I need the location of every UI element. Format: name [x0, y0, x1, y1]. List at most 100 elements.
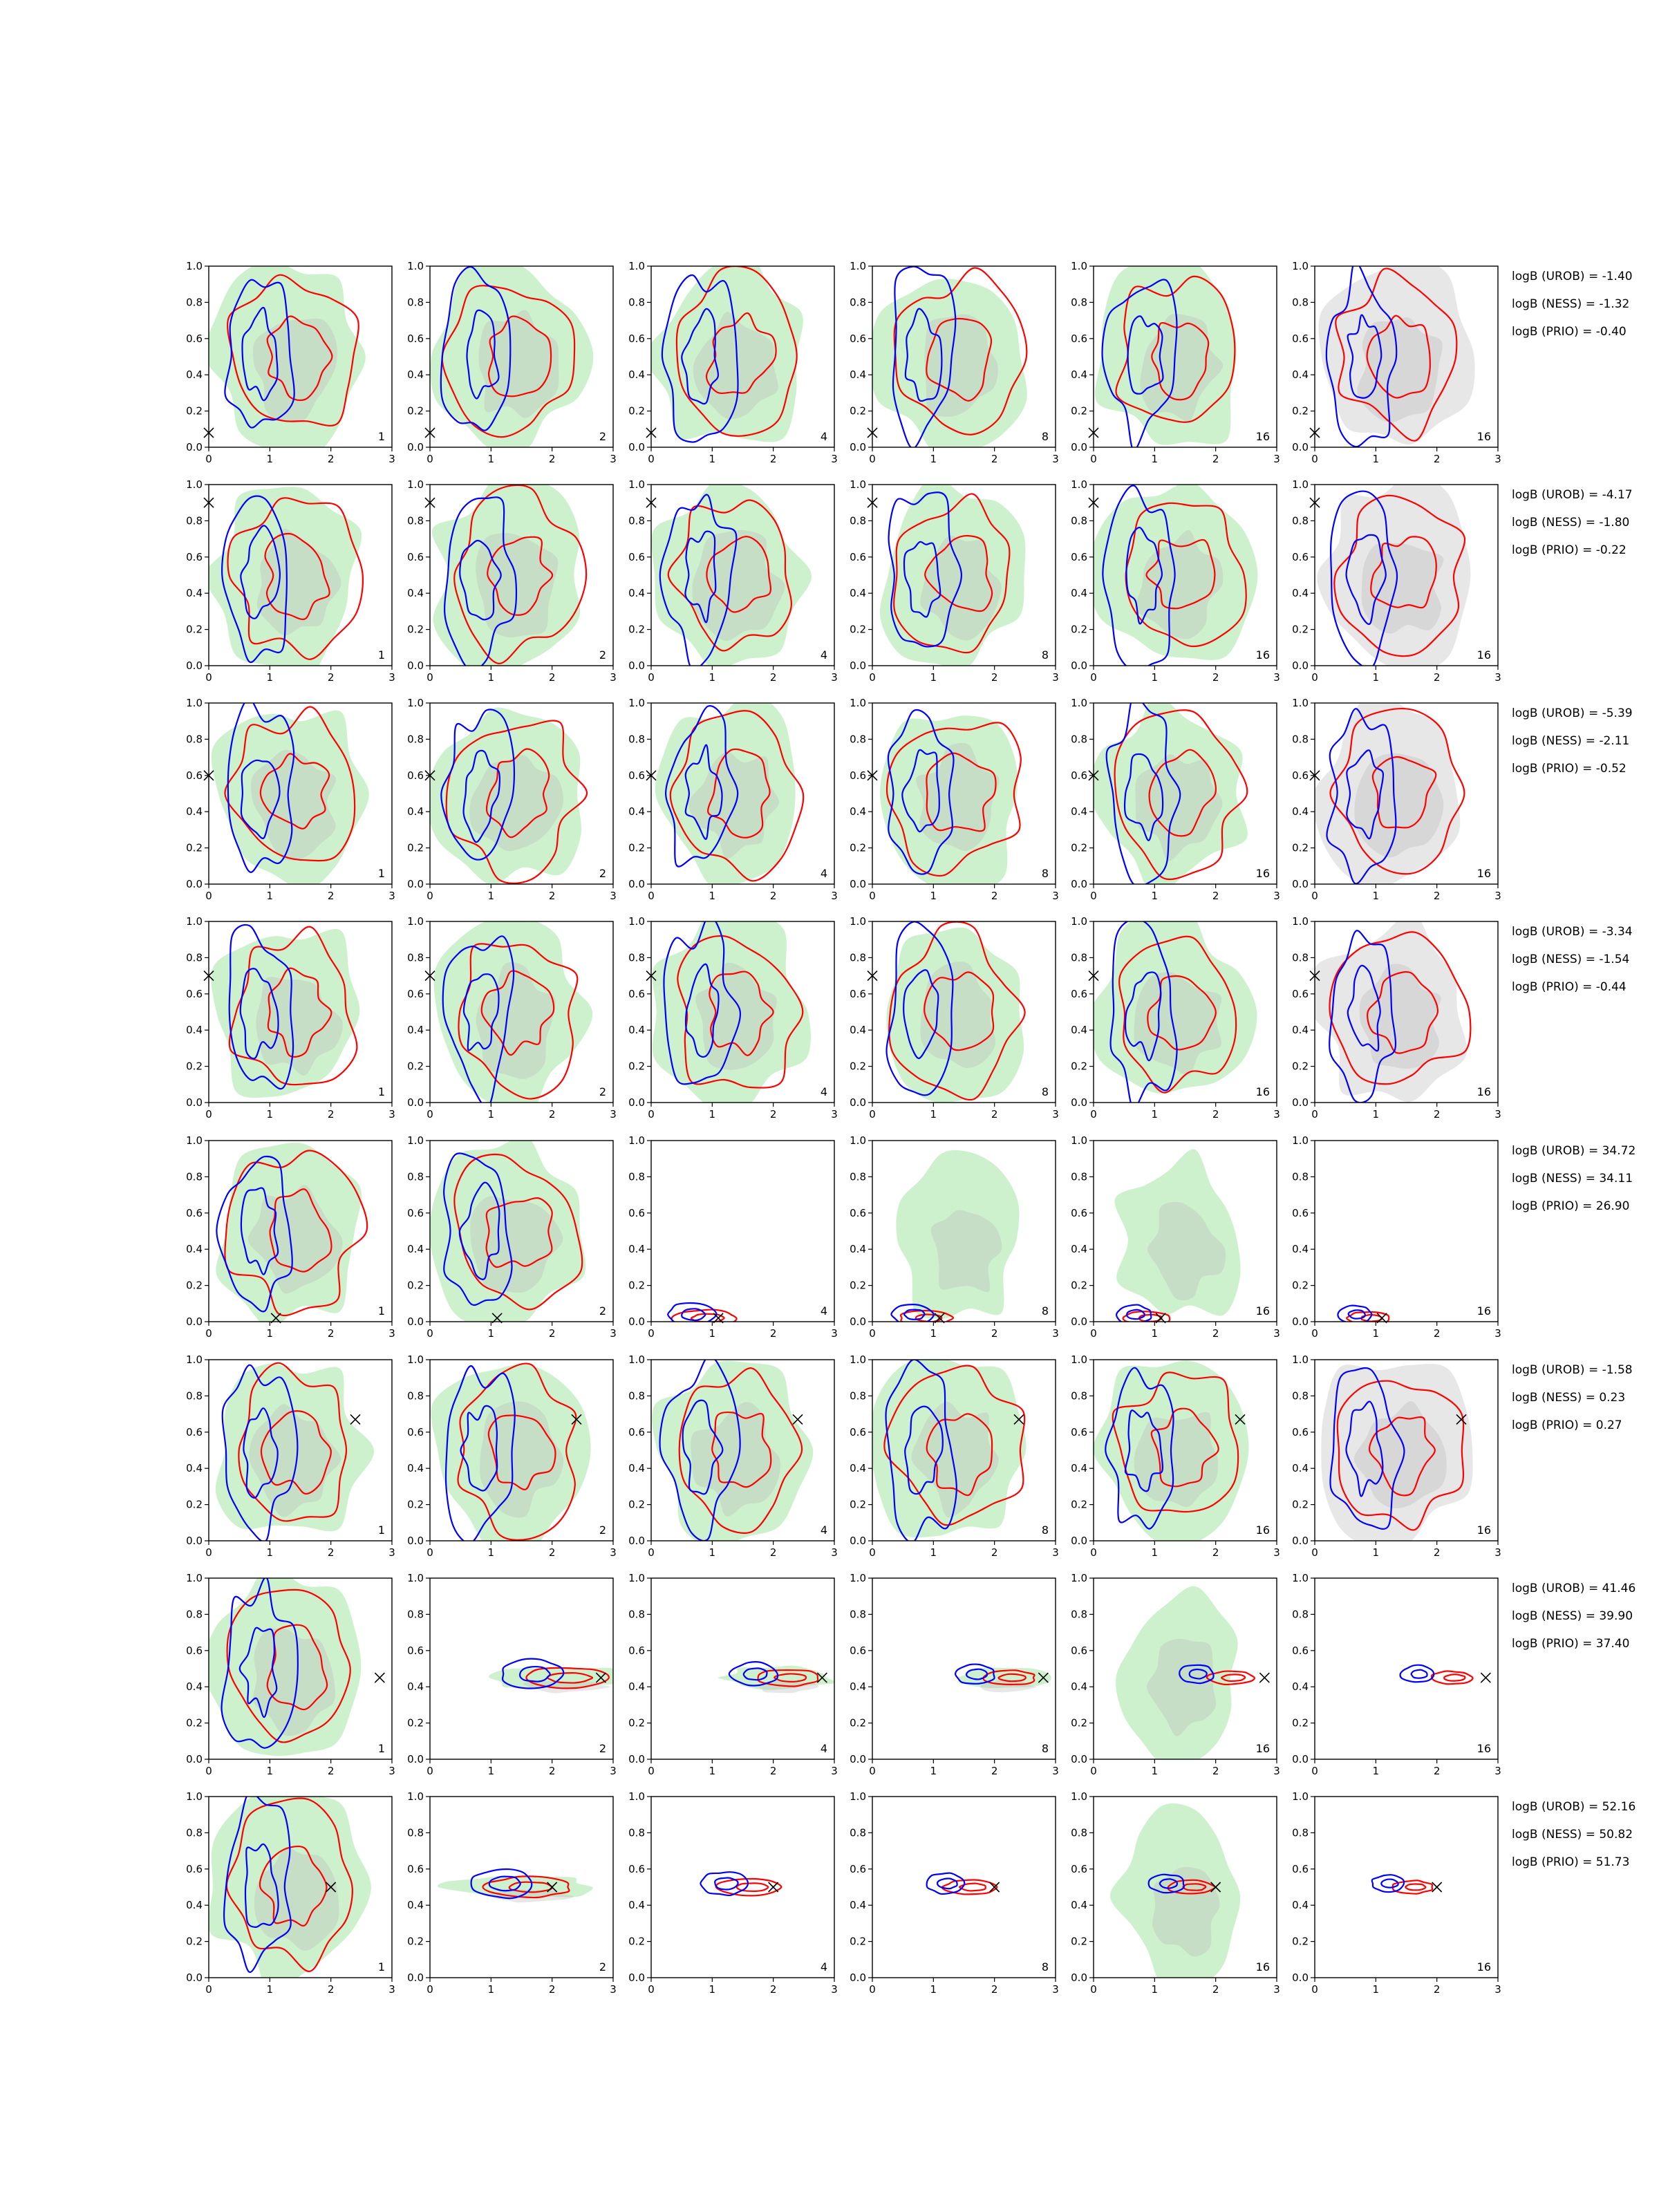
- density-core: [249, 1404, 341, 1517]
- y-tick-label: 0.6: [628, 332, 645, 345]
- y-tick-label: 0.0: [407, 1096, 424, 1109]
- y-tick-label: 0.0: [628, 1753, 645, 1765]
- panel-content: [872, 266, 1028, 447]
- density-core: [692, 529, 785, 641]
- blue-contour-inner: [240, 525, 281, 619]
- red-contour-outer: [1206, 1670, 1255, 1686]
- panel-number-label: 16: [1256, 1085, 1270, 1098]
- x-tick-label: 3: [1494, 453, 1501, 465]
- y-tick-label: 1.0: [1292, 1353, 1309, 1366]
- blue-contour-outer: [227, 703, 295, 873]
- red-contour-inner: [1147, 975, 1217, 1051]
- x-tick-label: 1: [709, 1765, 716, 1777]
- panel-frame: [208, 1140, 393, 1322]
- density-core: [1359, 964, 1441, 1069]
- bayes-factor-label: logB (UROB) = -1.40: [1512, 270, 1633, 283]
- panel-number-label: 16: [1256, 1304, 1270, 1318]
- density-core: [480, 1401, 564, 1518]
- y-tick-label: 0.0: [1292, 441, 1309, 453]
- panel-frame: [872, 484, 1056, 666]
- y-tick-label: 0.6: [407, 1863, 424, 1875]
- blue-contour-outer: [1105, 703, 1181, 884]
- y-tick-label: 0.4: [186, 1243, 203, 1255]
- y-tick-label: 0.6: [628, 1207, 645, 1219]
- panel-frame: [208, 1796, 393, 1978]
- x-tick-label: 2: [991, 1983, 998, 1996]
- y-tick-label: 0.2: [1292, 1499, 1309, 1511]
- x-tick-label: 1: [709, 1108, 716, 1121]
- panel-content: [430, 1141, 586, 1322]
- y-tick-label: 0.0: [186, 659, 203, 672]
- blue-contour-outer: [890, 1304, 935, 1322]
- blue-contour-outer: [728, 1661, 779, 1687]
- density-core: [1361, 543, 1444, 634]
- y-tick-label: 1.0: [407, 1134, 424, 1147]
- bayes-factor-label: logB (PRIO) = 37.40: [1512, 1637, 1629, 1651]
- y-tick-label: 0.0: [407, 1535, 424, 1547]
- y-tick-label: 0.0: [1292, 878, 1309, 890]
- y-tick-label: 1.0: [1071, 1790, 1087, 1803]
- x-tick-label: 3: [1494, 1327, 1501, 1340]
- y-tick-label: 1.0: [407, 478, 424, 491]
- y-tick-label: 0.2: [1292, 624, 1309, 636]
- y-tick-label: 0.6: [186, 769, 203, 782]
- y-tick-label: 0.6: [1071, 769, 1087, 782]
- y-tick-label: 0.0: [186, 1753, 203, 1765]
- y-tick-label: 0.2: [628, 1717, 645, 1730]
- y-tick-label: 0.2: [628, 1936, 645, 1948]
- y-tick-label: 0.6: [186, 1207, 203, 1219]
- red-contour-inner: [480, 970, 555, 1056]
- blue-contour-outer: [667, 1302, 718, 1322]
- y-tick-label: 1.0: [186, 1572, 203, 1584]
- density-core: [522, 1680, 611, 1694]
- blue-contour-inner: [1346, 749, 1385, 840]
- x-tick-label: 3: [1494, 890, 1501, 902]
- y-tick-label: 0.8: [628, 1608, 645, 1620]
- blue-contour-inner: [459, 539, 502, 621]
- subplot-panel: 0 1 2 3 0.0 0.2 0.4 0.6 0.8 1.0 8: [850, 1572, 1059, 1777]
- panel-content: [1317, 485, 1471, 666]
- y-tick-label: 0.0: [407, 878, 424, 890]
- x-tick-label: 2: [1434, 453, 1441, 465]
- x-tick-label: 2: [1434, 1983, 1441, 1996]
- y-tick-label: 0.8: [1292, 514, 1309, 527]
- y-tick-label: 0.4: [407, 1680, 424, 1693]
- panel-number-label: 8: [1042, 1742, 1049, 1755]
- y-tick-label: 0.4: [850, 805, 866, 818]
- y-tick-label: 0.6: [1071, 332, 1087, 345]
- red-contour-outer: [1112, 1371, 1239, 1513]
- y-tick-label: 1.0: [850, 915, 866, 928]
- y-tick-label: 0.6: [1292, 332, 1309, 345]
- bayes-factor-label: logB (NESS) = 39.90: [1512, 1609, 1633, 1623]
- density-core: [920, 536, 1002, 641]
- density-region: [872, 1360, 1027, 1538]
- red-contour-inner: [705, 312, 777, 394]
- y-tick-label: 0.0: [850, 1315, 866, 1328]
- x-tick-label: 3: [610, 1108, 617, 1121]
- y-tick-label: 0.0: [628, 1315, 645, 1328]
- density-core: [920, 962, 996, 1069]
- x-tick-label: 2: [549, 1327, 556, 1340]
- y-tick-label: 0.8: [850, 514, 866, 527]
- x-tick-label: 1: [930, 890, 937, 902]
- red-contour-inner: [1366, 315, 1432, 399]
- blue-contour-outer: [1115, 1304, 1152, 1322]
- y-tick-label: 0.2: [850, 842, 866, 854]
- panel-content: [652, 921, 811, 1103]
- x-tick-label: 1: [267, 1108, 274, 1121]
- blue-contour-outer: [955, 1663, 995, 1685]
- density-region: [1317, 485, 1471, 666]
- y-tick-label: 0.8: [628, 1170, 645, 1183]
- y-tick-label: 0.2: [186, 624, 203, 636]
- subplot-panel: 0 1 2 3 0.0 0.2 0.4 0.6 0.8 1.0 16: [1071, 915, 1280, 1121]
- panel-frame: [872, 921, 1056, 1103]
- y-tick-label: 0.4: [186, 1462, 203, 1474]
- density-region: [211, 710, 369, 884]
- panel-content: [926, 1872, 998, 1895]
- x-tick-label: 2: [770, 1546, 777, 1559]
- subplot-panel: 0 1 2 3 0.0 0.2 0.4 0.6 0.8 1.0 1: [186, 1353, 395, 1559]
- y-tick-label: 0.6: [628, 769, 645, 782]
- blue-contour-outer: [1102, 485, 1176, 666]
- y-tick-label: 0.2: [850, 1499, 866, 1511]
- panel-content: [718, 1661, 834, 1694]
